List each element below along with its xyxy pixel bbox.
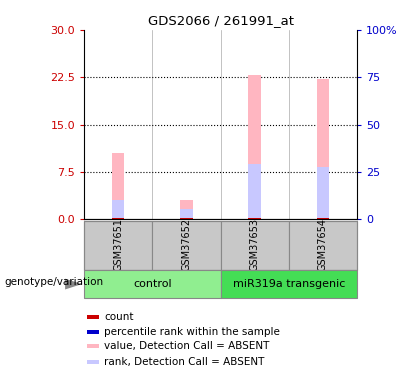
Text: GSM37654: GSM37654: [318, 218, 328, 271]
Bar: [180, 200, 192, 219]
Bar: [84, 270, 220, 298]
Bar: [289, 221, 357, 270]
Bar: [249, 218, 261, 219]
Title: GDS2066 / 261991_at: GDS2066 / 261991_at: [147, 15, 294, 27]
Bar: [112, 153, 124, 219]
Text: count: count: [104, 312, 134, 322]
Text: percentile rank within the sample: percentile rank within the sample: [104, 327, 280, 337]
Text: rank, Detection Call = ABSENT: rank, Detection Call = ABSENT: [104, 357, 265, 367]
Text: GSM37653: GSM37653: [249, 218, 260, 271]
Bar: [317, 79, 329, 219]
Bar: [87, 360, 99, 364]
Bar: [317, 167, 329, 219]
Bar: [87, 315, 99, 320]
Bar: [317, 218, 329, 219]
Bar: [249, 165, 261, 219]
Bar: [180, 218, 192, 219]
Bar: [220, 270, 357, 298]
Text: miR319a transgenic: miR319a transgenic: [233, 279, 345, 289]
Bar: [220, 221, 289, 270]
Text: value, Detection Call = ABSENT: value, Detection Call = ABSENT: [104, 341, 270, 351]
Bar: [249, 75, 261, 219]
Bar: [112, 218, 124, 219]
Polygon shape: [65, 279, 82, 290]
Text: control: control: [133, 279, 171, 289]
Bar: [180, 209, 192, 219]
Text: GSM37651: GSM37651: [113, 218, 123, 271]
Text: genotype/variation: genotype/variation: [4, 277, 103, 287]
Bar: [84, 221, 152, 270]
Bar: [87, 330, 99, 334]
Bar: [152, 221, 221, 270]
Bar: [87, 344, 99, 348]
Text: GSM37652: GSM37652: [181, 218, 192, 271]
Bar: [112, 200, 124, 219]
